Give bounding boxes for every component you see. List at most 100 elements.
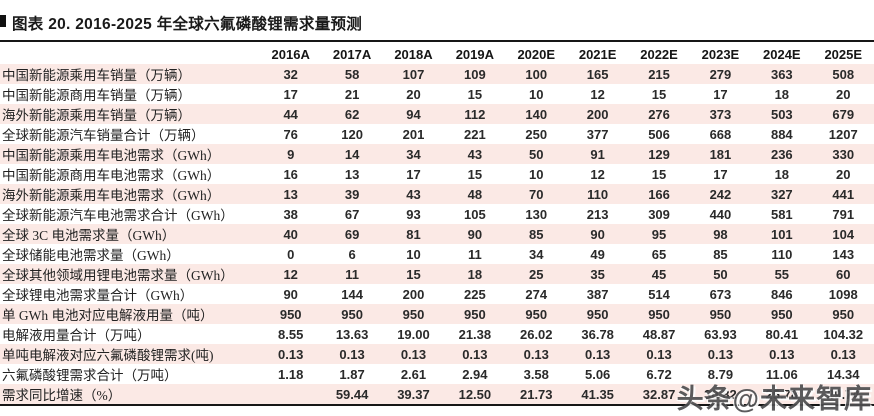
cell-value: 12.50 [458, 386, 492, 402]
cell-value: 70 [529, 186, 544, 202]
cell-value: 15 [467, 166, 483, 182]
cell-value: 44 [283, 106, 298, 122]
cell-value: 950 [770, 306, 793, 322]
cell-value: 5.06 [584, 366, 611, 382]
table-row: 单吨电解液对应六氟磷酸锂需求(吨) 0.13 0.13 0.13 0.13 0.13 0.1… [0, 344, 874, 364]
cell-value: 0.13 [278, 346, 304, 362]
table-row: 电解液用量合计（万吨） 8.55 13.63 19.00 21.38 26.02 36.78… [0, 324, 874, 344]
cell-value: 18 [467, 266, 483, 282]
cell-value: 242 [709, 186, 732, 202]
table-row: 中国新能源乘用车电池需求（GWh） 9 14 34 43 50 91 129 181 236 330 [0, 144, 874, 164]
cell-value: 65 [651, 246, 667, 262]
cell-value: 90 [467, 226, 483, 242]
row-label: 全球锂电池需求量合计（GWh） [2, 288, 194, 303]
cell-value: 43 [406, 186, 421, 202]
cell-value: 100 [525, 66, 548, 82]
row-label: 单 GWh 电池对应电解液用量（吨） [2, 308, 214, 323]
cell-value: 21.73 [519, 386, 553, 402]
row-label: 全球新能源汽车销量合计（万辆） [2, 128, 205, 143]
cell-value: 12 [590, 166, 605, 182]
cell-value: 327 [770, 186, 793, 202]
cell-value: 363 [770, 66, 793, 82]
cell-value: 67 [344, 206, 360, 222]
cell-value: 55 [774, 266, 790, 282]
cell-value: 13 [283, 186, 298, 202]
cell-value: 13.63 [335, 326, 369, 342]
cell-value: 17 [713, 166, 728, 182]
cell-value: 441 [832, 186, 855, 202]
cell-value: 12 [590, 86, 605, 102]
column-header-2023E: 2023E [701, 46, 740, 62]
cell-value: 0.13 [769, 346, 795, 362]
cell-value: 105 [464, 206, 486, 222]
table-row: 单 GWh 电池对应电解液用量（吨） 950 950 950 950 950 950 950 9… [0, 304, 874, 324]
cell-value: 129 [648, 146, 670, 162]
cell-value: 0.13 [462, 346, 488, 362]
cell-value: 274 [525, 286, 548, 302]
column-header-2018A: 2018A [394, 46, 433, 62]
cell-value: 20 [836, 166, 851, 182]
column-header-2021E: 2021E [578, 46, 617, 62]
cell-value: 18 [774, 86, 790, 102]
cell-value: 25.78 [765, 386, 799, 402]
cell-value: 506 [648, 126, 670, 142]
table-body: 中国新能源乘用车销量（万辆） 32 58 107 109 100 165 215 279 363 5… [0, 64, 874, 405]
cell-value: 201 [402, 126, 425, 142]
cell-value: 2.94 [462, 366, 488, 382]
column-header-2025E: 2025E [824, 46, 863, 62]
cell-value: 0.13 [707, 346, 734, 362]
cell-value: 10 [406, 246, 421, 262]
cell-value: 950 [709, 306, 732, 322]
cell-value: 50 [713, 266, 728, 282]
cell-value: 25 [529, 266, 544, 282]
cell-value: 950 [402, 306, 425, 322]
row-label: 中国新能源乘用车销量（万辆） [2, 68, 191, 83]
cell-value: 14.34 [826, 366, 860, 382]
cell-value: 373 [709, 106, 732, 122]
cell-value: 6.72 [646, 366, 672, 382]
cell-value: 276 [648, 106, 670, 122]
row-label: 海外新能源乘用车电池需求（GWh） [2, 188, 221, 203]
cell-value: 0.13 [400, 346, 427, 362]
cell-value: 76 [283, 126, 298, 142]
cell-value: 101 [770, 226, 793, 242]
cell-value: 884 [770, 126, 793, 142]
cell-value: 34 [406, 146, 421, 162]
cell-value: 181 [709, 146, 732, 162]
cell-value: 17 [713, 86, 728, 102]
cell-value: 200 [586, 106, 609, 122]
cell-value: 104 [832, 226, 855, 242]
cell-value: 143 [832, 246, 855, 262]
cell-value: 950 [464, 306, 486, 322]
cell-value: 30.82 [704, 386, 737, 402]
cell-value: 50 [529, 146, 544, 162]
cell-value: 950 [525, 306, 548, 322]
cell-value: 0 [287, 246, 295, 262]
cell-value: 17 [406, 166, 421, 182]
cell-value: 950 [648, 306, 670, 322]
cell-value: 250 [525, 126, 548, 142]
figure-title-bar: 图表 20. 2016-2025 年全球六氟磷酸锂需求量预测 [0, 0, 874, 42]
row-label: 六氟磷酸锂需求合计（万吨） [2, 368, 178, 383]
cell-value: 0.13 [646, 346, 672, 362]
table-row: 中国新能源乘用车销量（万辆） 32 58 107 109 100 165 215 279 363 5… [0, 64, 874, 84]
cell-value: 85 [529, 226, 544, 242]
cell-value: 10 [529, 86, 544, 102]
row-label: 全球储能电池需求量（GWh） [2, 248, 180, 263]
cell-value: 19.00 [397, 326, 430, 342]
cell-value: 213 [586, 206, 609, 222]
cell-value: 6 [348, 246, 356, 262]
cell-value: 69 [344, 226, 360, 242]
cell-value: 41.35 [581, 386, 614, 402]
cell-value: 130 [525, 206, 548, 222]
cell-value: 668 [709, 126, 732, 142]
cell-value: 11 [467, 246, 482, 262]
cell-value: 166 [648, 186, 670, 202]
cell-value: 110 [771, 246, 793, 262]
cell-value: 215 [648, 66, 670, 82]
cell-value: 32.87 [642, 386, 676, 402]
row-label: 中国新能源商用车电池需求（GWh） [2, 168, 221, 183]
header-label-spacer [0, 44, 260, 64]
cell-value: 165 [586, 66, 609, 82]
row-label: 电解液用量合计（万吨） [2, 328, 151, 343]
